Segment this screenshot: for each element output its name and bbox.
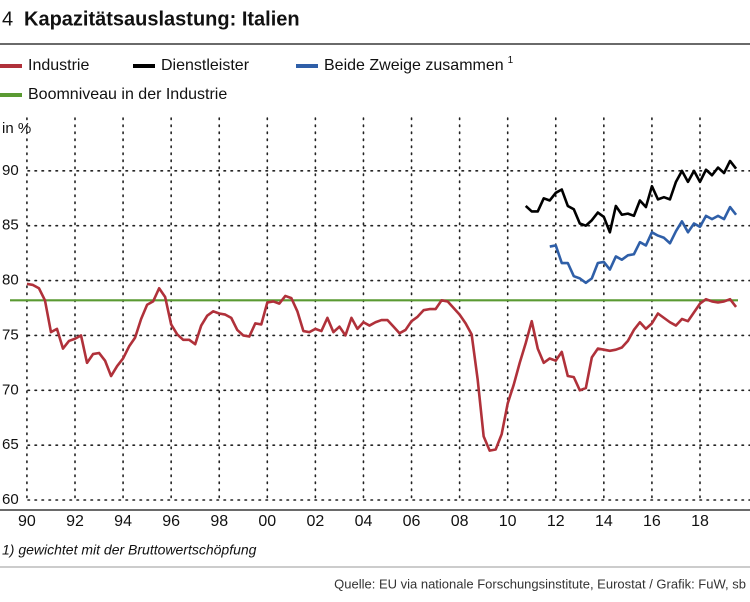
y-tick-label: 75 bbox=[2, 326, 19, 343]
legend-text: Industrie bbox=[28, 57, 89, 74]
y-tick-label: 70 bbox=[2, 381, 19, 398]
source: Quelle: EU via nationale Forschungsinsti… bbox=[334, 576, 746, 591]
x-tick-label: 00 bbox=[258, 513, 276, 530]
y-tick-label: 85 bbox=[2, 217, 19, 234]
x-tick-label: 06 bbox=[403, 513, 421, 530]
x-tick-label: 02 bbox=[306, 513, 324, 530]
x-tick-label: 16 bbox=[643, 513, 661, 530]
x-tick-label: 12 bbox=[547, 513, 565, 530]
series-line bbox=[26, 282, 738, 452]
x-tick-label: 96 bbox=[162, 513, 180, 530]
x-tick-label: 04 bbox=[355, 513, 373, 530]
series-line bbox=[549, 205, 738, 285]
legend-note-marker: 1 bbox=[508, 55, 514, 66]
x-tick-label: 90 bbox=[18, 513, 36, 530]
legend-text: Beide Zweige zusammen bbox=[324, 57, 504, 74]
x-tick-label: 08 bbox=[451, 513, 469, 530]
legend-text: Dienstleister bbox=[161, 57, 250, 74]
x-tick-label: 14 bbox=[595, 513, 613, 530]
x-tick-label: 94 bbox=[114, 513, 132, 530]
x-tick-label: 98 bbox=[210, 513, 228, 530]
y-tick-label: 60 bbox=[2, 491, 19, 508]
x-tick-label: 10 bbox=[499, 513, 517, 530]
chart-title: Kapazitätsauslastung: Italien bbox=[24, 8, 300, 30]
legend-label: Beide Zweige zusammen 1 bbox=[324, 55, 514, 75]
y-tick-label: 65 bbox=[2, 436, 19, 453]
legend-label: Dienstleister bbox=[161, 57, 250, 74]
chart-number: 4 bbox=[2, 8, 13, 30]
y-tick-label: 80 bbox=[2, 272, 19, 289]
y-unit: in % bbox=[2, 120, 31, 137]
footnote: 1) gewichtet mit der Bruttowertschöpfung bbox=[2, 542, 257, 558]
y-tick-label: 90 bbox=[2, 162, 19, 179]
legend-label: Industrie bbox=[28, 57, 89, 74]
x-tick-label: 18 bbox=[691, 513, 709, 530]
legend-label: Boomniveau in der Industrie bbox=[28, 86, 227, 103]
x-tick-label: 92 bbox=[66, 513, 84, 530]
series-line bbox=[524, 159, 738, 234]
